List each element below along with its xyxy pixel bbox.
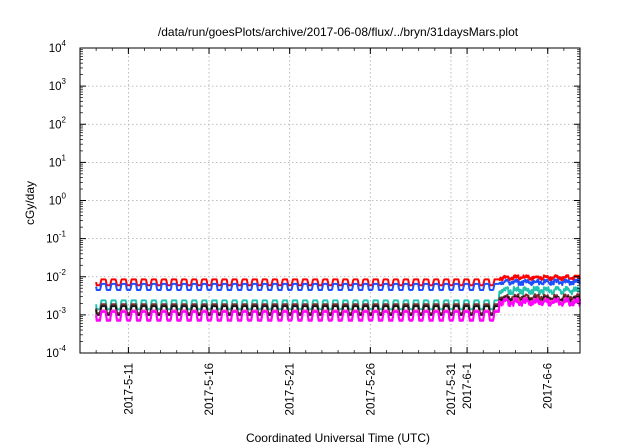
x-tick-label: 2017-5-21 (285, 363, 297, 415)
x-tick-label: 2017-5-26 (365, 363, 377, 415)
x-axis-label: Coordinated Universal Time (UTC) (246, 431, 430, 445)
series-layer (95, 274, 581, 322)
y-tick-label: 103 (49, 77, 67, 93)
y-tick-label: 10-1 (46, 230, 66, 246)
x-tick-label: 2017-5-16 (204, 363, 216, 415)
y-tick-label: 101 (49, 153, 67, 169)
x-tick-label: 2017-6-6 (543, 363, 555, 409)
x-tick-label: 2017-5-11 (123, 363, 135, 415)
y-axis-label: cGy/day (23, 181, 37, 225)
series-line (95, 274, 581, 287)
ticks: 10-4 10-3 10-2 10-1 100 101 102 103 104 2017-5-11… (46, 39, 580, 415)
series-line (95, 278, 581, 291)
grid (80, 48, 580, 353)
series-line (95, 298, 581, 322)
chart-title: /data/run/goesPlots/archive/2017-06-08/f… (158, 25, 519, 39)
y-tick-label: 10-3 (46, 306, 66, 322)
y-tick-label: 102 (49, 115, 67, 131)
plot-frame (79, 47, 581, 354)
y-tick-label: 10-2 (46, 268, 66, 284)
x-tick-label: 2017-5-31 (446, 363, 458, 415)
y-tick-label: 104 (49, 39, 67, 55)
x-tick-label: 2017-6-1 (462, 363, 474, 409)
y-tick-label: 100 (49, 192, 67, 208)
y-tick-label: 10-4 (46, 344, 66, 360)
